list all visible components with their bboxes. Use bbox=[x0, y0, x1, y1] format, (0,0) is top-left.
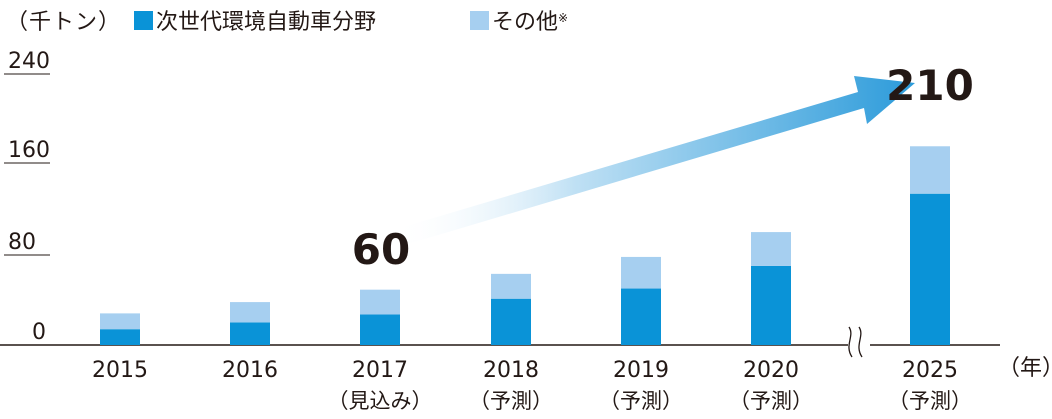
bar-next-gen-2025 bbox=[910, 193, 950, 345]
x-tick-note: （予測） bbox=[469, 389, 553, 413]
bar-next-gen-2018 bbox=[491, 298, 531, 345]
legend-swatch-other bbox=[470, 10, 489, 30]
bar-next-gen-2016 bbox=[230, 322, 270, 345]
bar-next-gen-2015 bbox=[100, 329, 140, 345]
x-tick-note: （予測） bbox=[888, 389, 972, 413]
x-tick-label: 2025 bbox=[902, 358, 958, 383]
x-tick-label: 2020 bbox=[743, 358, 799, 383]
y-tick-label: 80 bbox=[8, 230, 36, 255]
x-tick-label: 2019 bbox=[613, 358, 669, 383]
legend-swatch-next-gen bbox=[134, 10, 153, 30]
bar-next-gen-2017 bbox=[360, 314, 400, 345]
y-unit-label: （千トン） bbox=[6, 10, 122, 35]
y-tick-label: 240 bbox=[8, 49, 50, 74]
x-tick-note: （見込み） bbox=[328, 389, 433, 413]
x-unit-label: （年） bbox=[998, 356, 1052, 381]
legend-label-other: その他 bbox=[492, 10, 559, 35]
legend-item-other: その他 ※ bbox=[470, 4, 568, 36]
bar-other-2018 bbox=[491, 273, 531, 299]
annotation-value: 210 bbox=[886, 61, 974, 110]
bar-other-2016 bbox=[230, 302, 270, 323]
axis-break-mark bbox=[858, 326, 863, 358]
axis-break-mark bbox=[848, 326, 853, 358]
legend-note-mark: ※ bbox=[558, 11, 569, 25]
bar-other-2020 bbox=[751, 232, 791, 266]
annotation-value: 60 bbox=[352, 225, 410, 274]
x-tick-label: 2017 bbox=[352, 358, 408, 383]
x-tick-note: （予測） bbox=[599, 389, 683, 413]
legend-item-next-gen: 次世代環境自動車分野 bbox=[134, 4, 376, 36]
x-tick-label: 2015 bbox=[92, 358, 148, 383]
bar-other-2017 bbox=[360, 289, 400, 315]
trend-arrow bbox=[393, 76, 915, 247]
bar-other-2025 bbox=[910, 146, 950, 194]
y-tick-label: 0 bbox=[32, 320, 46, 345]
legend-label-next-gen: 次世代環境自動車分野 bbox=[156, 10, 377, 35]
bar-other-2015 bbox=[100, 313, 140, 330]
x-tick-label: 2018 bbox=[483, 358, 539, 383]
bar-next-gen-2020 bbox=[751, 265, 791, 345]
y-tick-label: 160 bbox=[8, 138, 50, 163]
bar-other-2019 bbox=[621, 256, 661, 289]
x-tick-label: 2016 bbox=[222, 358, 278, 383]
x-tick-note: （予測） bbox=[729, 389, 813, 413]
bar-next-gen-2019 bbox=[621, 288, 661, 345]
